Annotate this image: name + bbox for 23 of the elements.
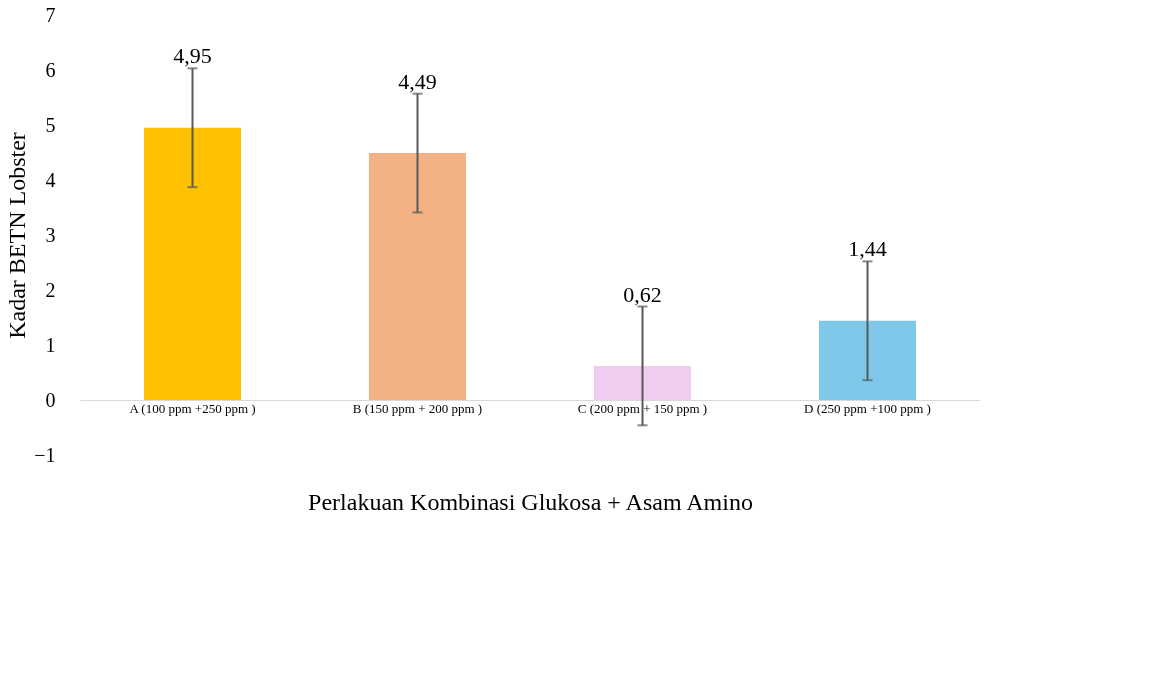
data-label: 4,95 [173, 43, 212, 69]
y-tick-label: 6 [45, 58, 56, 81]
data-label: 4,49 [398, 68, 437, 94]
bar [144, 127, 241, 400]
y-axis-title: Kadar BETN Lobster [4, 132, 31, 339]
x-tick-label: A (100 ppm +250 ppm ) [129, 400, 256, 416]
y-tick-label: 5 [45, 113, 56, 136]
x-tick-label: D (250 ppm +100 ppm ) [804, 400, 931, 416]
x-tick-label: B (150 ppm + 200 ppm ) [352, 400, 483, 416]
x-tick-label: C (200 ppm + 150 ppm ) [577, 400, 708, 416]
y-tick-label: 0 [45, 388, 56, 411]
bar [594, 365, 691, 400]
data-label: 0,62 [623, 281, 662, 307]
y-tick-label: 1 [45, 333, 56, 356]
data-label: 1,44 [848, 236, 887, 262]
y-tick-label: 4 [45, 168, 56, 191]
y-tick-label: 7 [45, 3, 56, 26]
y-tick-label: 2 [45, 278, 56, 301]
y-tick-label: −1 [34, 443, 56, 466]
x-axis-title: Perlakuan Kombinasi Glukosa + Asam Amino [308, 488, 753, 515]
y-tick-label: 3 [45, 223, 56, 246]
bar [369, 153, 466, 400]
bar [819, 320, 916, 400]
